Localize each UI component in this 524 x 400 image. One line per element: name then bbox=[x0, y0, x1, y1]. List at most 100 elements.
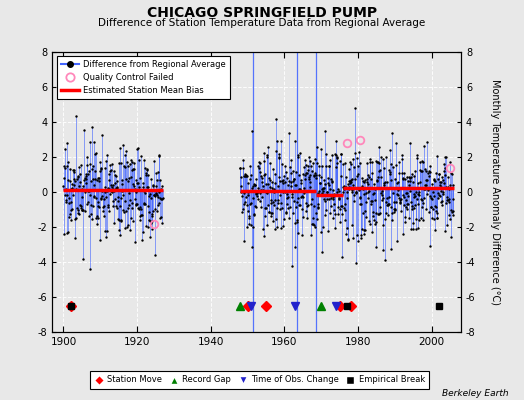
Point bbox=[291, 220, 300, 226]
Point bbox=[134, 180, 142, 187]
Point bbox=[356, 194, 364, 200]
Point bbox=[372, 244, 380, 250]
Point bbox=[292, 169, 300, 175]
Point bbox=[61, 146, 69, 152]
Point bbox=[437, 188, 445, 194]
Point bbox=[421, 206, 430, 212]
Point bbox=[237, 193, 246, 200]
Point bbox=[348, 222, 357, 228]
Point bbox=[70, 176, 79, 182]
Point bbox=[386, 246, 395, 252]
Point bbox=[112, 203, 120, 209]
Point bbox=[87, 211, 95, 218]
Point bbox=[145, 208, 153, 215]
Point bbox=[250, 182, 259, 188]
Point bbox=[291, 182, 300, 188]
Point bbox=[71, 178, 79, 185]
Point bbox=[391, 161, 400, 168]
Point bbox=[100, 203, 108, 210]
Point bbox=[114, 216, 123, 222]
Point bbox=[407, 174, 415, 180]
Point bbox=[90, 192, 99, 199]
Point bbox=[403, 190, 412, 196]
Point bbox=[326, 202, 335, 209]
Point bbox=[126, 160, 134, 167]
Point bbox=[82, 171, 90, 178]
Point bbox=[430, 176, 438, 183]
Point bbox=[326, 210, 334, 216]
Point bbox=[111, 196, 119, 203]
Point bbox=[65, 194, 73, 201]
Point bbox=[145, 217, 154, 223]
Point bbox=[85, 168, 93, 174]
Point bbox=[395, 184, 403, 191]
Point bbox=[443, 194, 452, 200]
Point bbox=[335, 219, 344, 226]
Point bbox=[391, 185, 399, 191]
Point bbox=[109, 203, 117, 210]
Point bbox=[360, 230, 368, 237]
Point bbox=[308, 168, 316, 174]
Point bbox=[300, 164, 308, 170]
Point bbox=[402, 201, 411, 207]
Point bbox=[126, 157, 135, 163]
Point bbox=[140, 157, 148, 164]
Point bbox=[60, 163, 69, 169]
Point bbox=[404, 200, 412, 207]
Point bbox=[361, 208, 369, 215]
Point bbox=[403, 205, 411, 212]
Point bbox=[62, 199, 70, 205]
Point bbox=[448, 171, 456, 177]
Point bbox=[313, 160, 321, 166]
Point bbox=[105, 208, 113, 214]
Point bbox=[132, 201, 140, 207]
Point bbox=[263, 190, 271, 196]
Point bbox=[435, 170, 443, 177]
Point bbox=[354, 163, 362, 169]
Point bbox=[107, 167, 115, 174]
Point bbox=[331, 164, 340, 170]
Point bbox=[438, 178, 446, 185]
Point bbox=[309, 214, 318, 221]
Point bbox=[113, 178, 121, 184]
Point bbox=[141, 170, 150, 176]
Point bbox=[366, 175, 375, 182]
Point bbox=[246, 176, 255, 182]
Point bbox=[99, 208, 107, 214]
Point bbox=[305, 179, 314, 186]
Point bbox=[369, 208, 377, 215]
Point bbox=[274, 197, 282, 203]
Point bbox=[343, 237, 352, 243]
Point bbox=[432, 208, 440, 214]
Point bbox=[310, 222, 319, 229]
Point bbox=[259, 183, 267, 189]
Point bbox=[76, 179, 84, 186]
Point bbox=[137, 212, 146, 218]
Point bbox=[92, 194, 100, 201]
Point bbox=[129, 181, 138, 188]
Point bbox=[313, 216, 321, 222]
Point bbox=[271, 226, 280, 232]
Point bbox=[427, 204, 435, 210]
Point bbox=[107, 182, 115, 188]
Point bbox=[396, 200, 405, 206]
Point bbox=[261, 189, 270, 195]
Point bbox=[146, 234, 154, 241]
Point bbox=[102, 234, 110, 240]
Point bbox=[350, 198, 358, 204]
Point bbox=[144, 172, 152, 178]
Point bbox=[411, 168, 419, 174]
Point bbox=[429, 189, 438, 195]
Point bbox=[151, 192, 159, 199]
Point bbox=[383, 185, 391, 191]
Point bbox=[297, 180, 305, 186]
Point bbox=[265, 175, 273, 181]
Point bbox=[281, 163, 289, 170]
Point bbox=[310, 173, 319, 179]
Point bbox=[401, 204, 410, 210]
Point bbox=[449, 211, 457, 218]
Point bbox=[363, 160, 372, 167]
Point bbox=[153, 208, 161, 214]
Point bbox=[392, 199, 400, 205]
Point bbox=[389, 185, 398, 192]
